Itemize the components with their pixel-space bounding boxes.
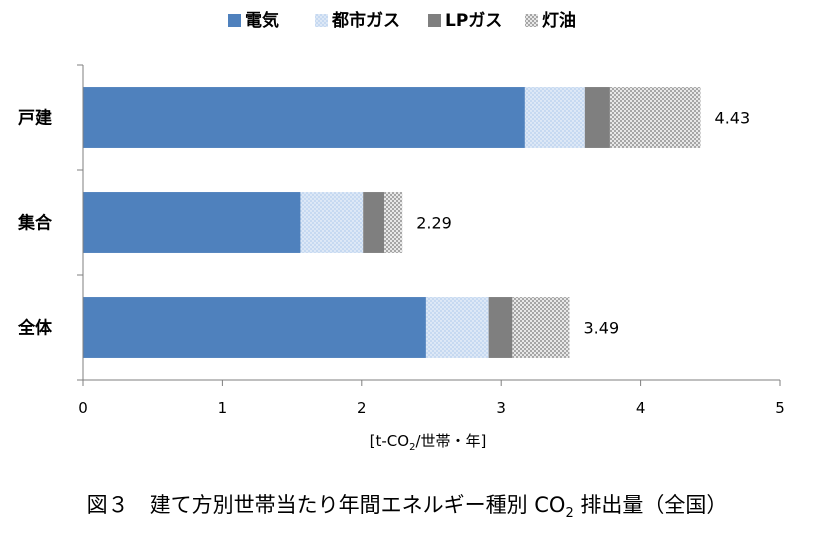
x-tick-label-0: 0 <box>78 399 88 417</box>
x-tick-label-1: 1 <box>218 399 228 417</box>
legend-label-1: 電気 <box>245 10 279 31</box>
legend: 電気 都市ガス LPガス 灯油 <box>228 10 576 31</box>
legend-swatch-2 <box>315 14 328 27</box>
total-label-1: 4.43 <box>715 109 751 128</box>
figure-caption: 図３ 建て方別世帯当たり年間エネルギー種別 CO2 排出量（全国） <box>87 493 728 521</box>
total-label-2: 2.29 <box>416 214 452 233</box>
x-tick-label-3: 3 <box>496 399 506 417</box>
legend-label-2: 都市ガス <box>331 10 400 31</box>
bar-2-series-4 <box>384 192 403 253</box>
total-label-3: 3.49 <box>584 319 620 338</box>
bar-2-series-2 <box>300 192 364 253</box>
bar-1-series-3 <box>584 87 610 148</box>
labels-group: 4.43 戸建 2.29 集合 3.49 全体 <box>17 108 750 339</box>
legend-label-3: LPガス <box>445 11 502 31</box>
category-label-1: 戸建 <box>18 108 52 129</box>
x-axis-title: [t-CO2/世帯・年] <box>370 432 487 453</box>
bar-3-series-1 <box>83 297 426 358</box>
category-label-2: 集合 <box>17 213 53 234</box>
x-tick-label-2: 2 <box>357 399 367 417</box>
bar-1-series-2 <box>524 87 585 148</box>
bar-3-series-2 <box>425 297 489 358</box>
category-label-3: 全体 <box>17 318 53 339</box>
bar-1-series-4 <box>609 87 701 148</box>
axes-group: 0 1 2 3 4 5 <box>77 64 785 417</box>
legend-swatch-1 <box>228 14 241 27</box>
legend-swatch-3 <box>428 14 441 27</box>
bar-1-series-1 <box>83 87 525 148</box>
bar-3-series-3 <box>488 297 513 358</box>
bar-3-series-4 <box>512 297 570 358</box>
x-tick-label-5: 5 <box>775 399 785 417</box>
bars-group <box>83 87 701 358</box>
bar-2-series-3 <box>363 192 385 253</box>
legend-swatch-4 <box>525 14 538 27</box>
x-tick-label-4: 4 <box>636 399 646 417</box>
bar-2-series-1 <box>83 192 301 253</box>
legend-label-4: 灯油 <box>542 10 576 31</box>
